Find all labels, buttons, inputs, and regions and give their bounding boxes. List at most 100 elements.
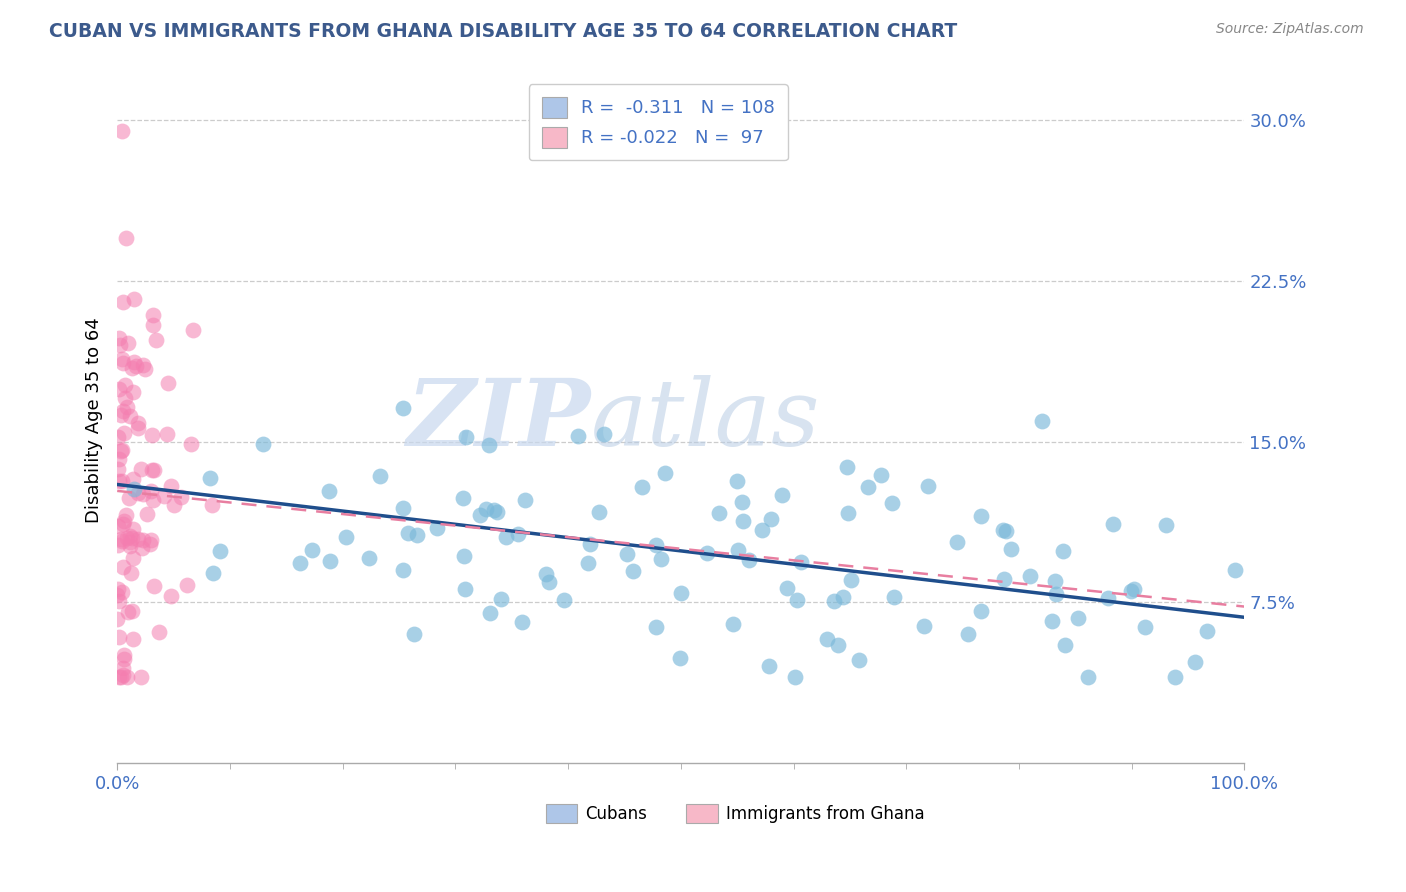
Point	[645, 620, 668, 634]
Point	[1097, 591, 1119, 605]
Point	[115, 670, 138, 684]
Point	[117, 336, 139, 351]
Point	[136, 508, 159, 522]
Point	[841, 573, 863, 587]
Point	[112, 661, 135, 675]
Point	[105, 612, 128, 626]
Point	[176, 578, 198, 592]
Point	[129, 462, 152, 476]
Point	[368, 468, 391, 483]
Point	[391, 500, 413, 515]
Point	[770, 488, 793, 502]
Point	[837, 506, 859, 520]
Point	[143, 579, 166, 593]
Point	[115, 508, 138, 522]
Point	[180, 437, 202, 451]
Text: CUBAN VS IMMIGRANTS FROM GHANA DISABILITY AGE 35 TO 64 CORRELATION CHART: CUBAN VS IMMIGRANTS FROM GHANA DISABILIT…	[49, 22, 957, 41]
Point	[142, 463, 165, 477]
Point	[426, 521, 449, 535]
Point	[108, 670, 131, 684]
Point	[827, 638, 849, 652]
Point	[142, 308, 165, 322]
Point	[593, 427, 616, 442]
Point	[110, 338, 132, 352]
Text: atlas: atlas	[591, 376, 820, 466]
Point	[1184, 655, 1206, 669]
Point	[759, 511, 782, 525]
Point	[832, 590, 855, 604]
Point	[654, 466, 676, 480]
Point	[127, 532, 149, 546]
Point	[111, 534, 134, 549]
Point	[111, 585, 134, 599]
Point	[707, 507, 730, 521]
Point	[111, 516, 134, 531]
Point	[108, 474, 131, 488]
Point	[132, 533, 155, 548]
FancyBboxPatch shape	[546, 804, 576, 823]
Point	[121, 604, 143, 618]
Point	[115, 231, 138, 245]
Point	[111, 124, 134, 138]
Text: ZIP: ZIP	[406, 376, 591, 466]
Point	[141, 428, 163, 442]
Point	[141, 463, 163, 477]
Point	[122, 472, 145, 486]
Point	[468, 508, 491, 523]
Point	[105, 588, 128, 602]
Point	[122, 385, 145, 400]
Point	[129, 670, 152, 684]
Point	[1019, 569, 1042, 583]
Point	[117, 605, 139, 619]
Point	[1040, 614, 1063, 628]
Point	[727, 542, 749, 557]
Point	[644, 538, 666, 552]
Point	[127, 416, 149, 430]
Point	[122, 551, 145, 566]
Point	[1000, 542, 1022, 557]
Point	[479, 606, 502, 620]
Point	[122, 522, 145, 536]
Point	[880, 496, 903, 510]
Point	[731, 514, 754, 528]
Text: Immigrants from Ghana: Immigrants from Ghana	[725, 805, 925, 823]
Point	[290, 557, 312, 571]
Point	[669, 585, 692, 599]
Point	[108, 382, 131, 396]
Point	[392, 563, 415, 577]
Point	[112, 425, 135, 440]
Point	[122, 632, 145, 646]
Point	[956, 627, 979, 641]
Point	[512, 615, 534, 630]
Point	[1154, 518, 1177, 533]
Point	[160, 479, 183, 493]
Point	[139, 483, 162, 498]
Point	[108, 331, 131, 345]
Point	[912, 619, 935, 633]
Point	[454, 430, 477, 444]
Point	[181, 323, 204, 337]
Point	[730, 495, 752, 509]
Point	[848, 653, 870, 667]
Point	[946, 535, 969, 549]
Point	[970, 604, 993, 618]
Point	[993, 572, 1015, 586]
Point	[1045, 587, 1067, 601]
Y-axis label: Disability Age 35 to 64: Disability Age 35 to 64	[86, 318, 103, 523]
Point	[108, 452, 131, 467]
Point	[121, 360, 143, 375]
Point	[991, 523, 1014, 537]
Point	[576, 556, 599, 570]
Point	[114, 392, 136, 406]
Point	[835, 459, 858, 474]
Point	[508, 527, 530, 541]
Point	[156, 427, 179, 442]
Point	[131, 541, 153, 555]
Point	[117, 531, 139, 545]
Legend: R =  -0.311   N = 108, R = -0.022   N =  97: R = -0.311 N = 108, R = -0.022 N = 97	[529, 85, 787, 161]
Point	[201, 498, 224, 512]
Point	[112, 648, 135, 662]
Point	[588, 504, 610, 518]
Point	[252, 437, 274, 451]
Point	[159, 589, 181, 603]
